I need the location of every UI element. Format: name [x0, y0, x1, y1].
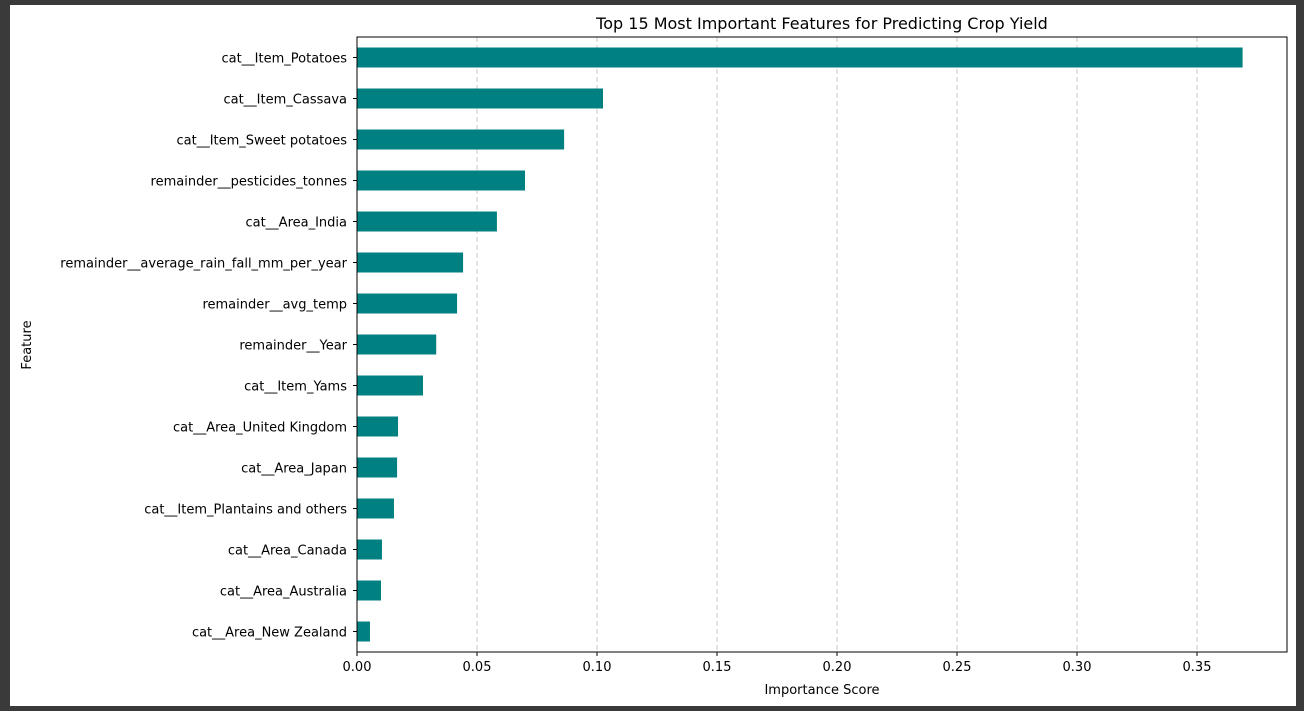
- bar: [357, 498, 394, 519]
- y-tick-label: cat__Item_Cassava: [223, 93, 347, 108]
- x-tick-label: 0.00: [343, 660, 372, 675]
- bar: [357, 211, 497, 232]
- bar: [357, 580, 381, 601]
- bar: [357, 416, 399, 437]
- bar: [357, 88, 603, 109]
- y-tick-label: cat__Item_Potatoes: [221, 52, 347, 67]
- y-tick-label: cat__Area_India: [245, 216, 347, 231]
- bar: [357, 375, 423, 396]
- bar: [357, 293, 458, 314]
- y-tick-label: remainder__Year: [239, 339, 347, 354]
- x-tick-label: 0.15: [703, 660, 732, 675]
- y-tick-label: cat__Item_Sweet potatoes: [176, 134, 347, 149]
- bar: [357, 539, 382, 560]
- bar: [357, 621, 370, 642]
- y-tick-label: cat__Area_Australia: [220, 585, 347, 600]
- figure-panel: [10, 5, 1296, 706]
- y-tick-label: cat__Area_Canada: [228, 544, 347, 559]
- y-axis-label: Feature: [20, 320, 35, 369]
- y-tick-label: remainder__avg_temp: [202, 298, 347, 313]
- chart-title: Top 15 Most Important Features for Predi…: [595, 14, 1048, 33]
- y-tick-label: cat__Item_Plantains and others: [144, 503, 347, 518]
- x-tick-label: 0.10: [583, 660, 612, 675]
- x-tick-label: 0.25: [943, 660, 972, 675]
- bar: [357, 129, 565, 150]
- bar: [357, 334, 437, 355]
- y-tick-label: cat__Area_New Zealand: [192, 626, 347, 641]
- x-tick-label: 0.30: [1063, 660, 1092, 675]
- bar: [357, 457, 398, 478]
- y-tick-label: cat__Area_Japan: [241, 462, 347, 477]
- x-tick-label: 0.20: [823, 660, 852, 675]
- y-tick-label: remainder__average_rain_fall_mm_per_year: [60, 257, 347, 272]
- bar: [357, 252, 464, 273]
- y-tick-label: cat__Item_Yams: [244, 380, 347, 395]
- y-tick-label: cat__Area_United Kingdom: [173, 421, 347, 436]
- bar: [357, 47, 1243, 68]
- bar: [357, 170, 525, 191]
- plot-frame: [356, 36, 1288, 653]
- x-tick-label: 0.35: [1183, 660, 1212, 675]
- y-tick-label: remainder__pesticides_tonnes: [151, 175, 348, 190]
- x-axis-label: Importance Score: [764, 683, 879, 698]
- x-tick-label: 0.05: [463, 660, 492, 675]
